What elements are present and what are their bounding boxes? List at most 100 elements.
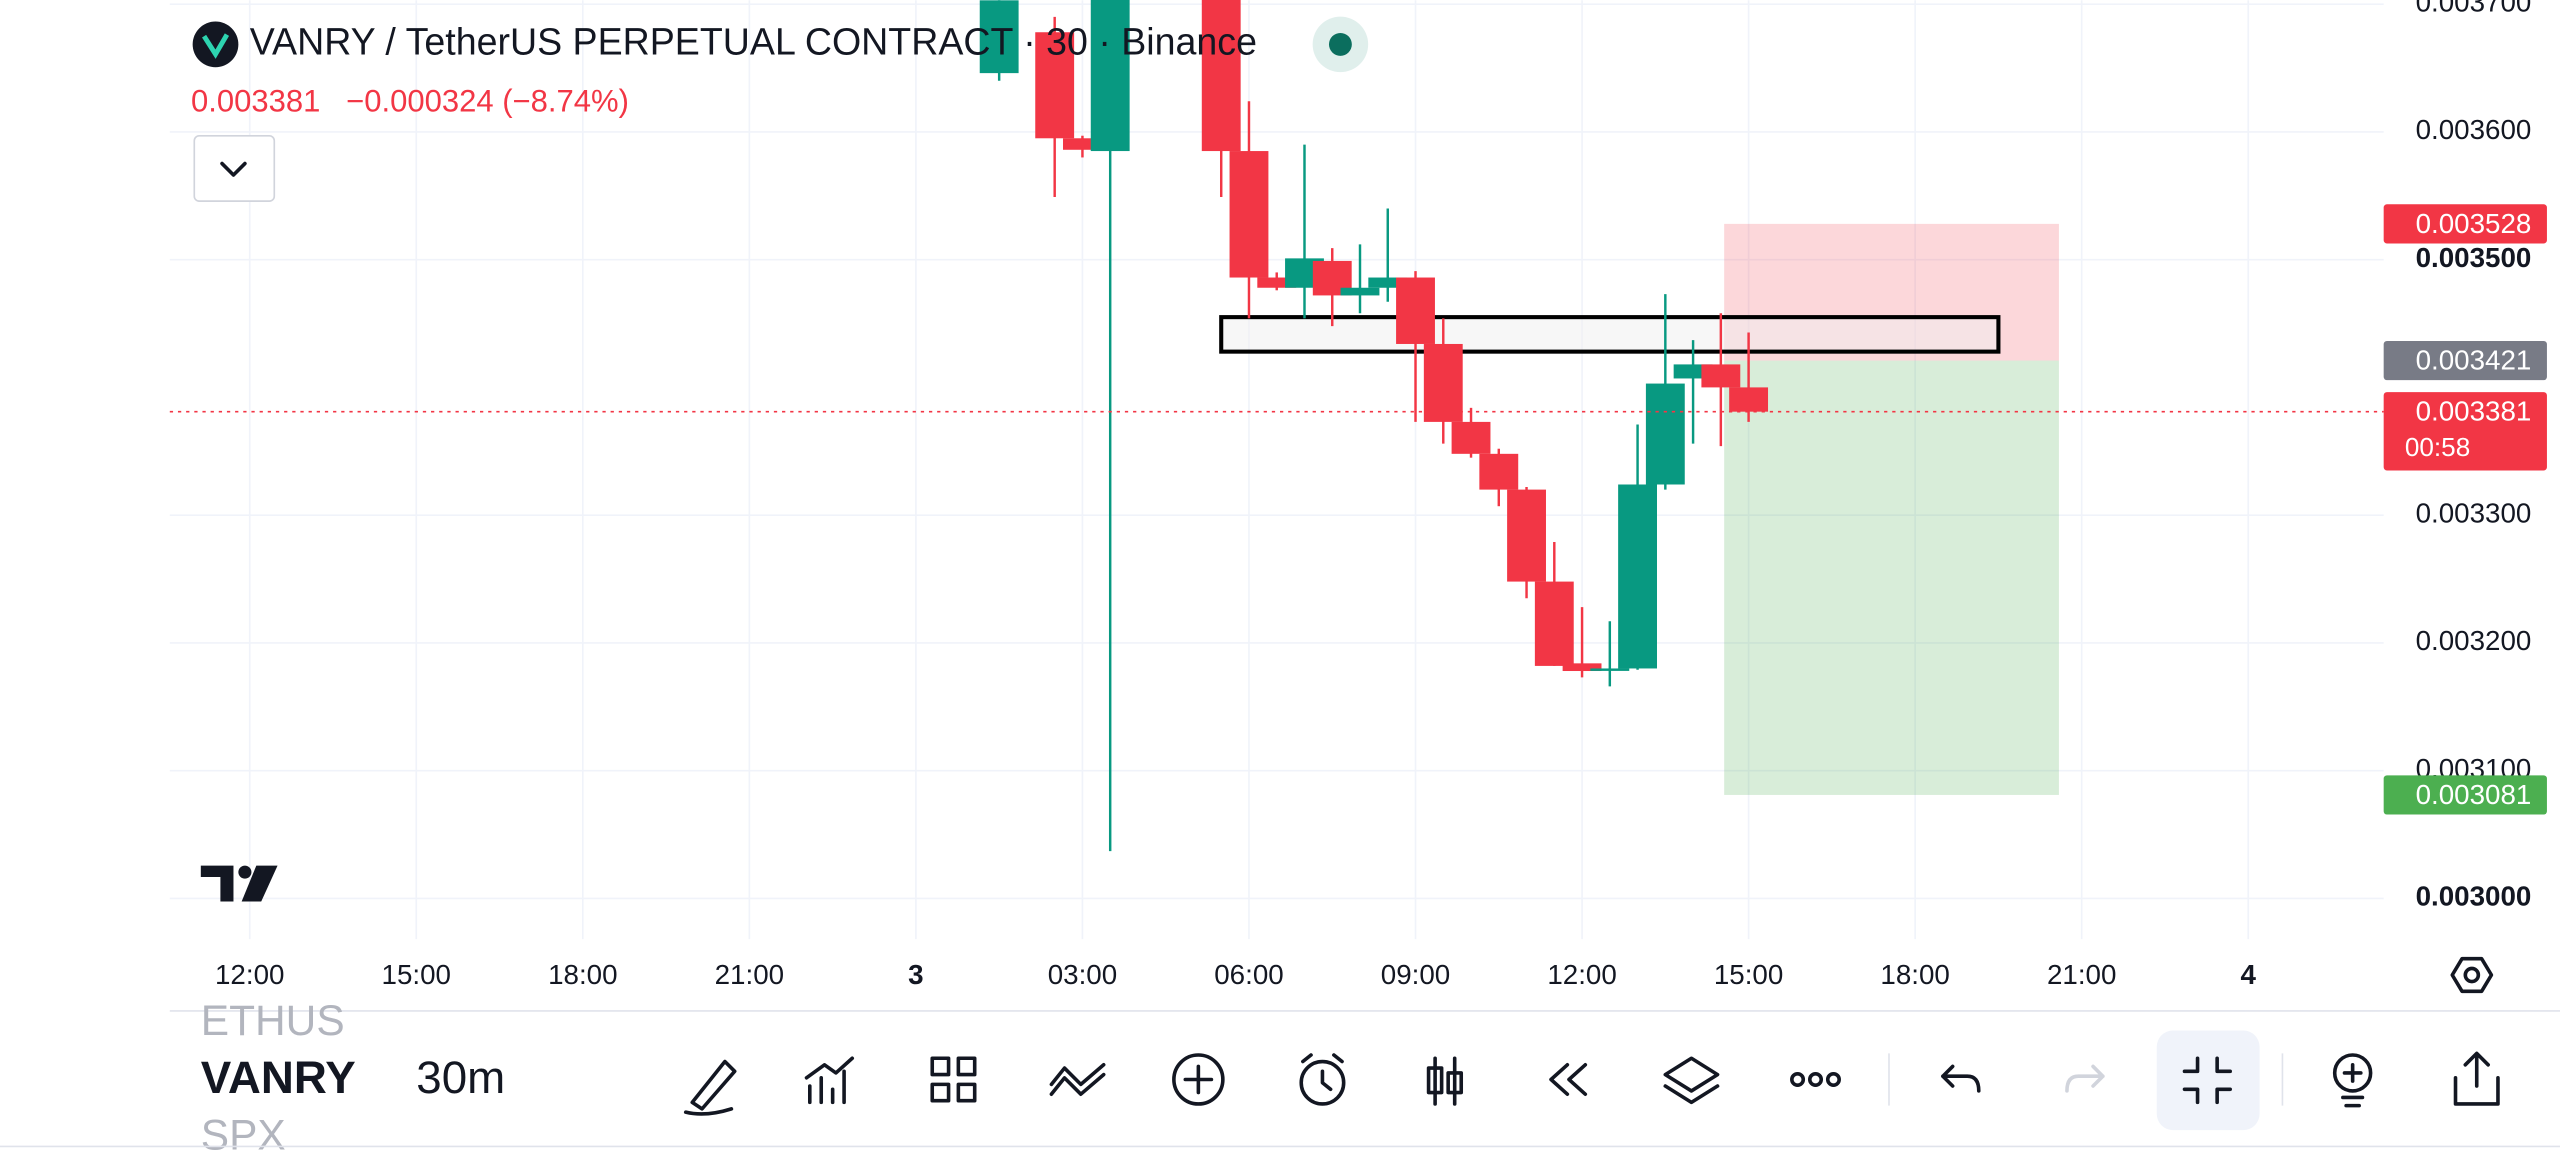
undo[interactable] [1941,1064,1981,1093]
draw-tool[interactable] [683,1059,737,1116]
grid-a [930,1056,951,1077]
market-status[interactable] [1328,32,1352,56]
symbol-next[interactable]: SPX [201,1111,286,1150]
layouts[interactable] [930,1056,977,1103]
candle-body [1534,581,1574,666]
clock-hands [1301,1053,1344,1092]
price-change: −0.000324 (−8.74%) [346,83,629,118]
logo-t [200,865,234,902]
candle-body [1645,383,1685,485]
replay[interactable] [1549,1063,1588,1096]
bulb-base [2341,1063,2365,1108]
candle-body [1590,668,1630,671]
x-tick-label: 21:00 [2047,959,2116,990]
candle-body [1229,151,1269,278]
symbol-title: VANRY / TetherUS PERPETUAL CONTRACT · 30… [250,20,1257,62]
indicators[interactable] [804,1056,855,1105]
entry-tag [2383,340,2547,381]
candle-body [1451,421,1491,454]
alert[interactable] [1299,1053,1346,1106]
x-tick-label: 15:00 [1714,959,1783,990]
ideas[interactable] [2332,1053,2373,1108]
logo-mark [202,33,230,59]
x-tick-label: 12:00 [215,959,284,990]
plot-area: 12:00 15:00 18:00 21:00 3 03:00 06:00 09:00 12:0… [169,0,2547,990]
compare-icon [1049,1063,1106,1096]
compare[interactable] [1049,1063,1106,1096]
target-tag-label: 0.003081 [2416,779,2532,810]
target-zone [1724,360,2059,795]
share[interactable] [2453,1051,2500,1106]
entry-tag-label: 0.003421 [2416,345,2532,376]
undo-icon [1941,1064,1981,1093]
share-icon [2453,1051,2500,1106]
grid-b [956,1056,977,1077]
more[interactable] [1790,1071,1841,1087]
candle-body [1562,663,1602,672]
x-tick-label: 09:00 [1381,959,1450,990]
x-tick-label: 18:00 [1880,959,1949,990]
hex-dot [2463,966,2481,984]
layers-icon [1663,1056,1720,1105]
legend: VANRY / TetherUS PERPETUAL CONTRACT · 30… [191,16,1369,202]
candle-body [1063,138,1102,150]
chart-type[interactable] [1426,1056,1464,1106]
x-tick-label: 06:00 [1214,959,1283,990]
settings-icon[interactable] [2450,956,2494,994]
symbol-current[interactable]: VANRY [201,1052,356,1103]
grid-c [930,1082,951,1103]
redo[interactable] [2065,1064,2105,1093]
drawn-rectangle [1219,315,2001,354]
candle-body [1479,453,1519,490]
logo-v [241,865,278,902]
candle-body [1201,0,1241,152]
y-tick-label: 0.003300 [2416,497,2532,528]
x-tick-label: 3 [908,959,923,990]
candle-b [1446,1071,1464,1095]
candle-body [1618,484,1658,669]
add-plus [1183,1064,1214,1095]
countdown: 00:58 [2405,432,2470,462]
x-tick-label: 03:00 [1048,959,1117,990]
stop-tag-label: 0.003528 [2416,208,2532,239]
fullscreen-bg[interactable] [2156,1030,2260,1131]
redo-icon [2065,1064,2105,1093]
last-price-tag [2383,392,2547,471]
candle-body [1423,343,1463,422]
candle-body [1396,277,1435,344]
x-tick-label: 15:00 [382,959,451,990]
last-price-tag-label: 0.003381 [2416,396,2532,427]
candle-body [1090,0,1130,152]
dot-b [1808,1071,1824,1087]
candle-a [1426,1066,1444,1095]
fade [372,1037,402,1127]
tv-watermark [200,865,278,902]
y-tick-label: 0.003200 [2416,625,2532,656]
candle-body [1507,489,1546,582]
chevron-icon [220,161,247,177]
candle-body [1729,387,1769,412]
target-tag [2383,775,2547,815]
replay-icon [1549,1063,1588,1096]
dot-c [1825,1071,1841,1087]
bulb [2332,1053,2373,1093]
candle-body [1340,287,1380,296]
interval[interactable]: 30m [416,1052,505,1103]
stop-tag [2383,204,2547,244]
clock [1299,1059,1346,1106]
add[interactable] [1172,1053,1225,1106]
y-tick-label: 0.003500 [2416,242,2532,273]
y-tick-label: 0.003700 [2416,0,2532,17]
x-tick-label: 12:00 [1547,959,1616,990]
collapse-legend[interactable] [193,134,276,202]
indicator-icon [804,1056,855,1105]
symbol-prev[interactable]: ETHUS [201,997,345,1044]
candle-body [1701,364,1741,388]
pencil-icon [683,1059,737,1116]
object-tree[interactable] [1663,1056,1720,1105]
exit-fullscreen-icon [2182,1056,2232,1105]
candle-body [1368,277,1408,288]
